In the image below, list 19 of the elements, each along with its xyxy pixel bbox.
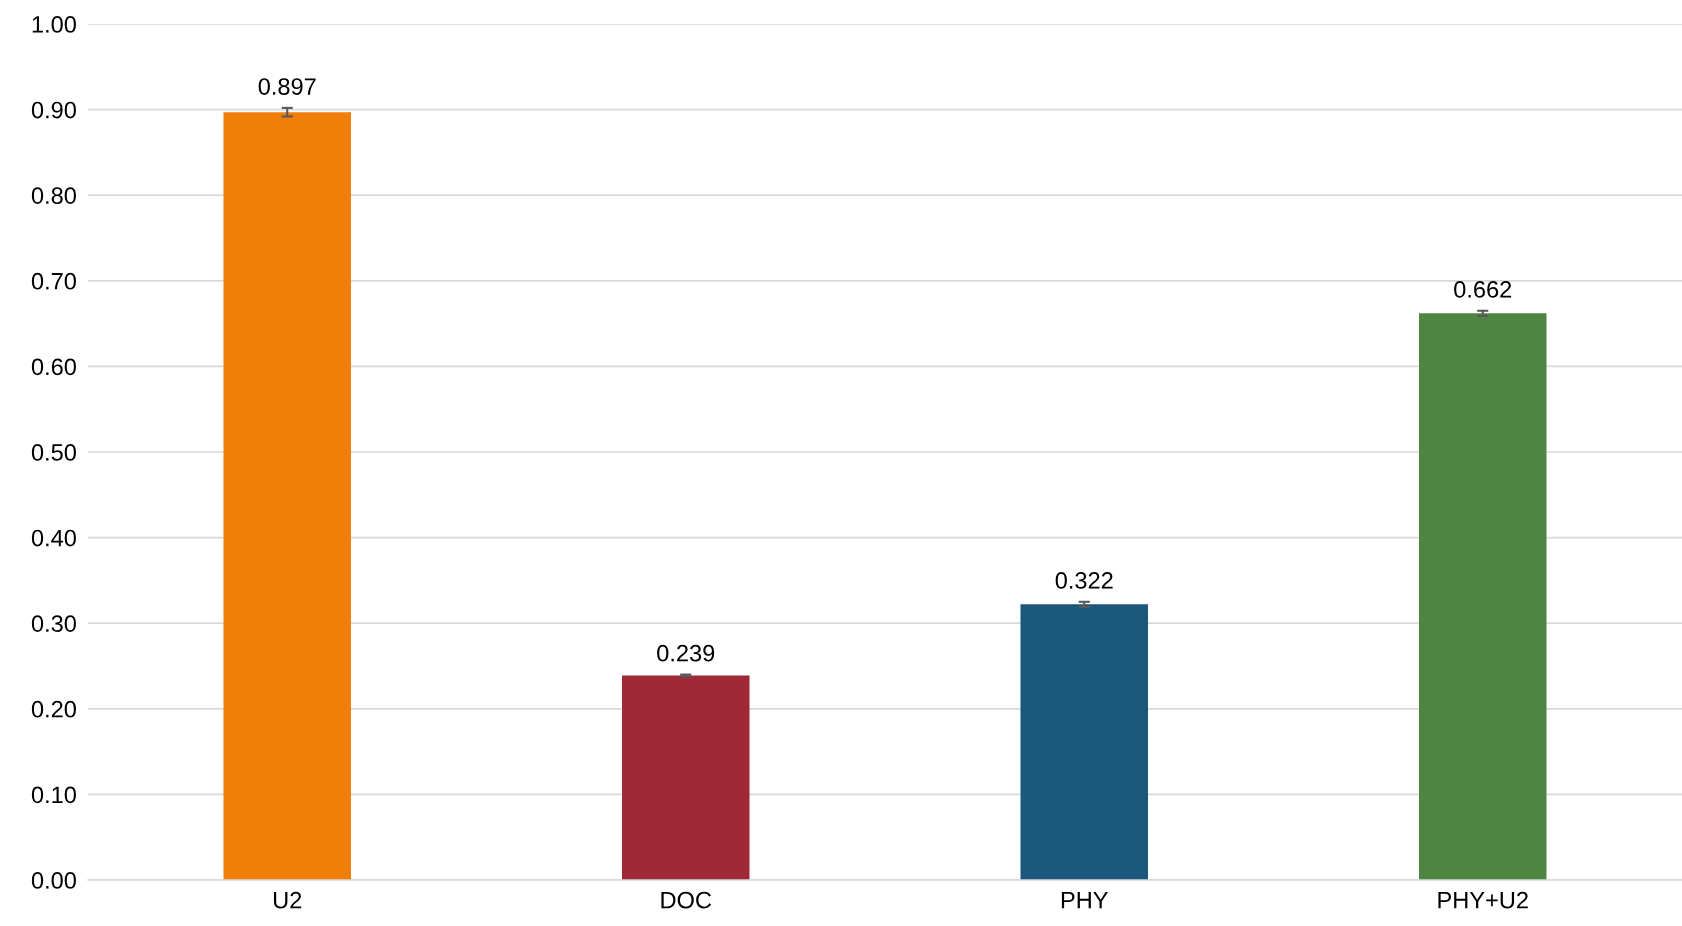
y-tick-label: 0.00 <box>31 872 76 889</box>
y-tick-label: 0.90 <box>31 101 76 119</box>
data-label: 0.662 <box>1454 281 1512 298</box>
y-tick-label: 0.50 <box>31 444 76 461</box>
x-tick-label: PHY <box>1061 891 1108 909</box>
y-tick-label: 0.20 <box>31 700 76 718</box>
y-tick-label: 0.40 <box>31 529 76 547</box>
y-tick-label: 0.10 <box>31 786 76 804</box>
data-label: 0.897 <box>258 78 316 95</box>
y-tick-label: 0.70 <box>31 272 76 290</box>
x-tick-label: PHY+U2 <box>1438 891 1528 909</box>
data-label: 0.322 <box>1055 572 1113 589</box>
y-tick-label: 0.80 <box>31 187 76 204</box>
y-tick-label: 0.30 <box>31 615 76 632</box>
x-tick-label: DOC <box>661 891 712 909</box>
data-label: 0.239 <box>657 644 715 662</box>
y-tick-label: 1.00 <box>32 16 76 33</box>
y-tick-label: 0.60 <box>31 358 76 376</box>
x-tick-label: U2 <box>273 891 302 909</box>
